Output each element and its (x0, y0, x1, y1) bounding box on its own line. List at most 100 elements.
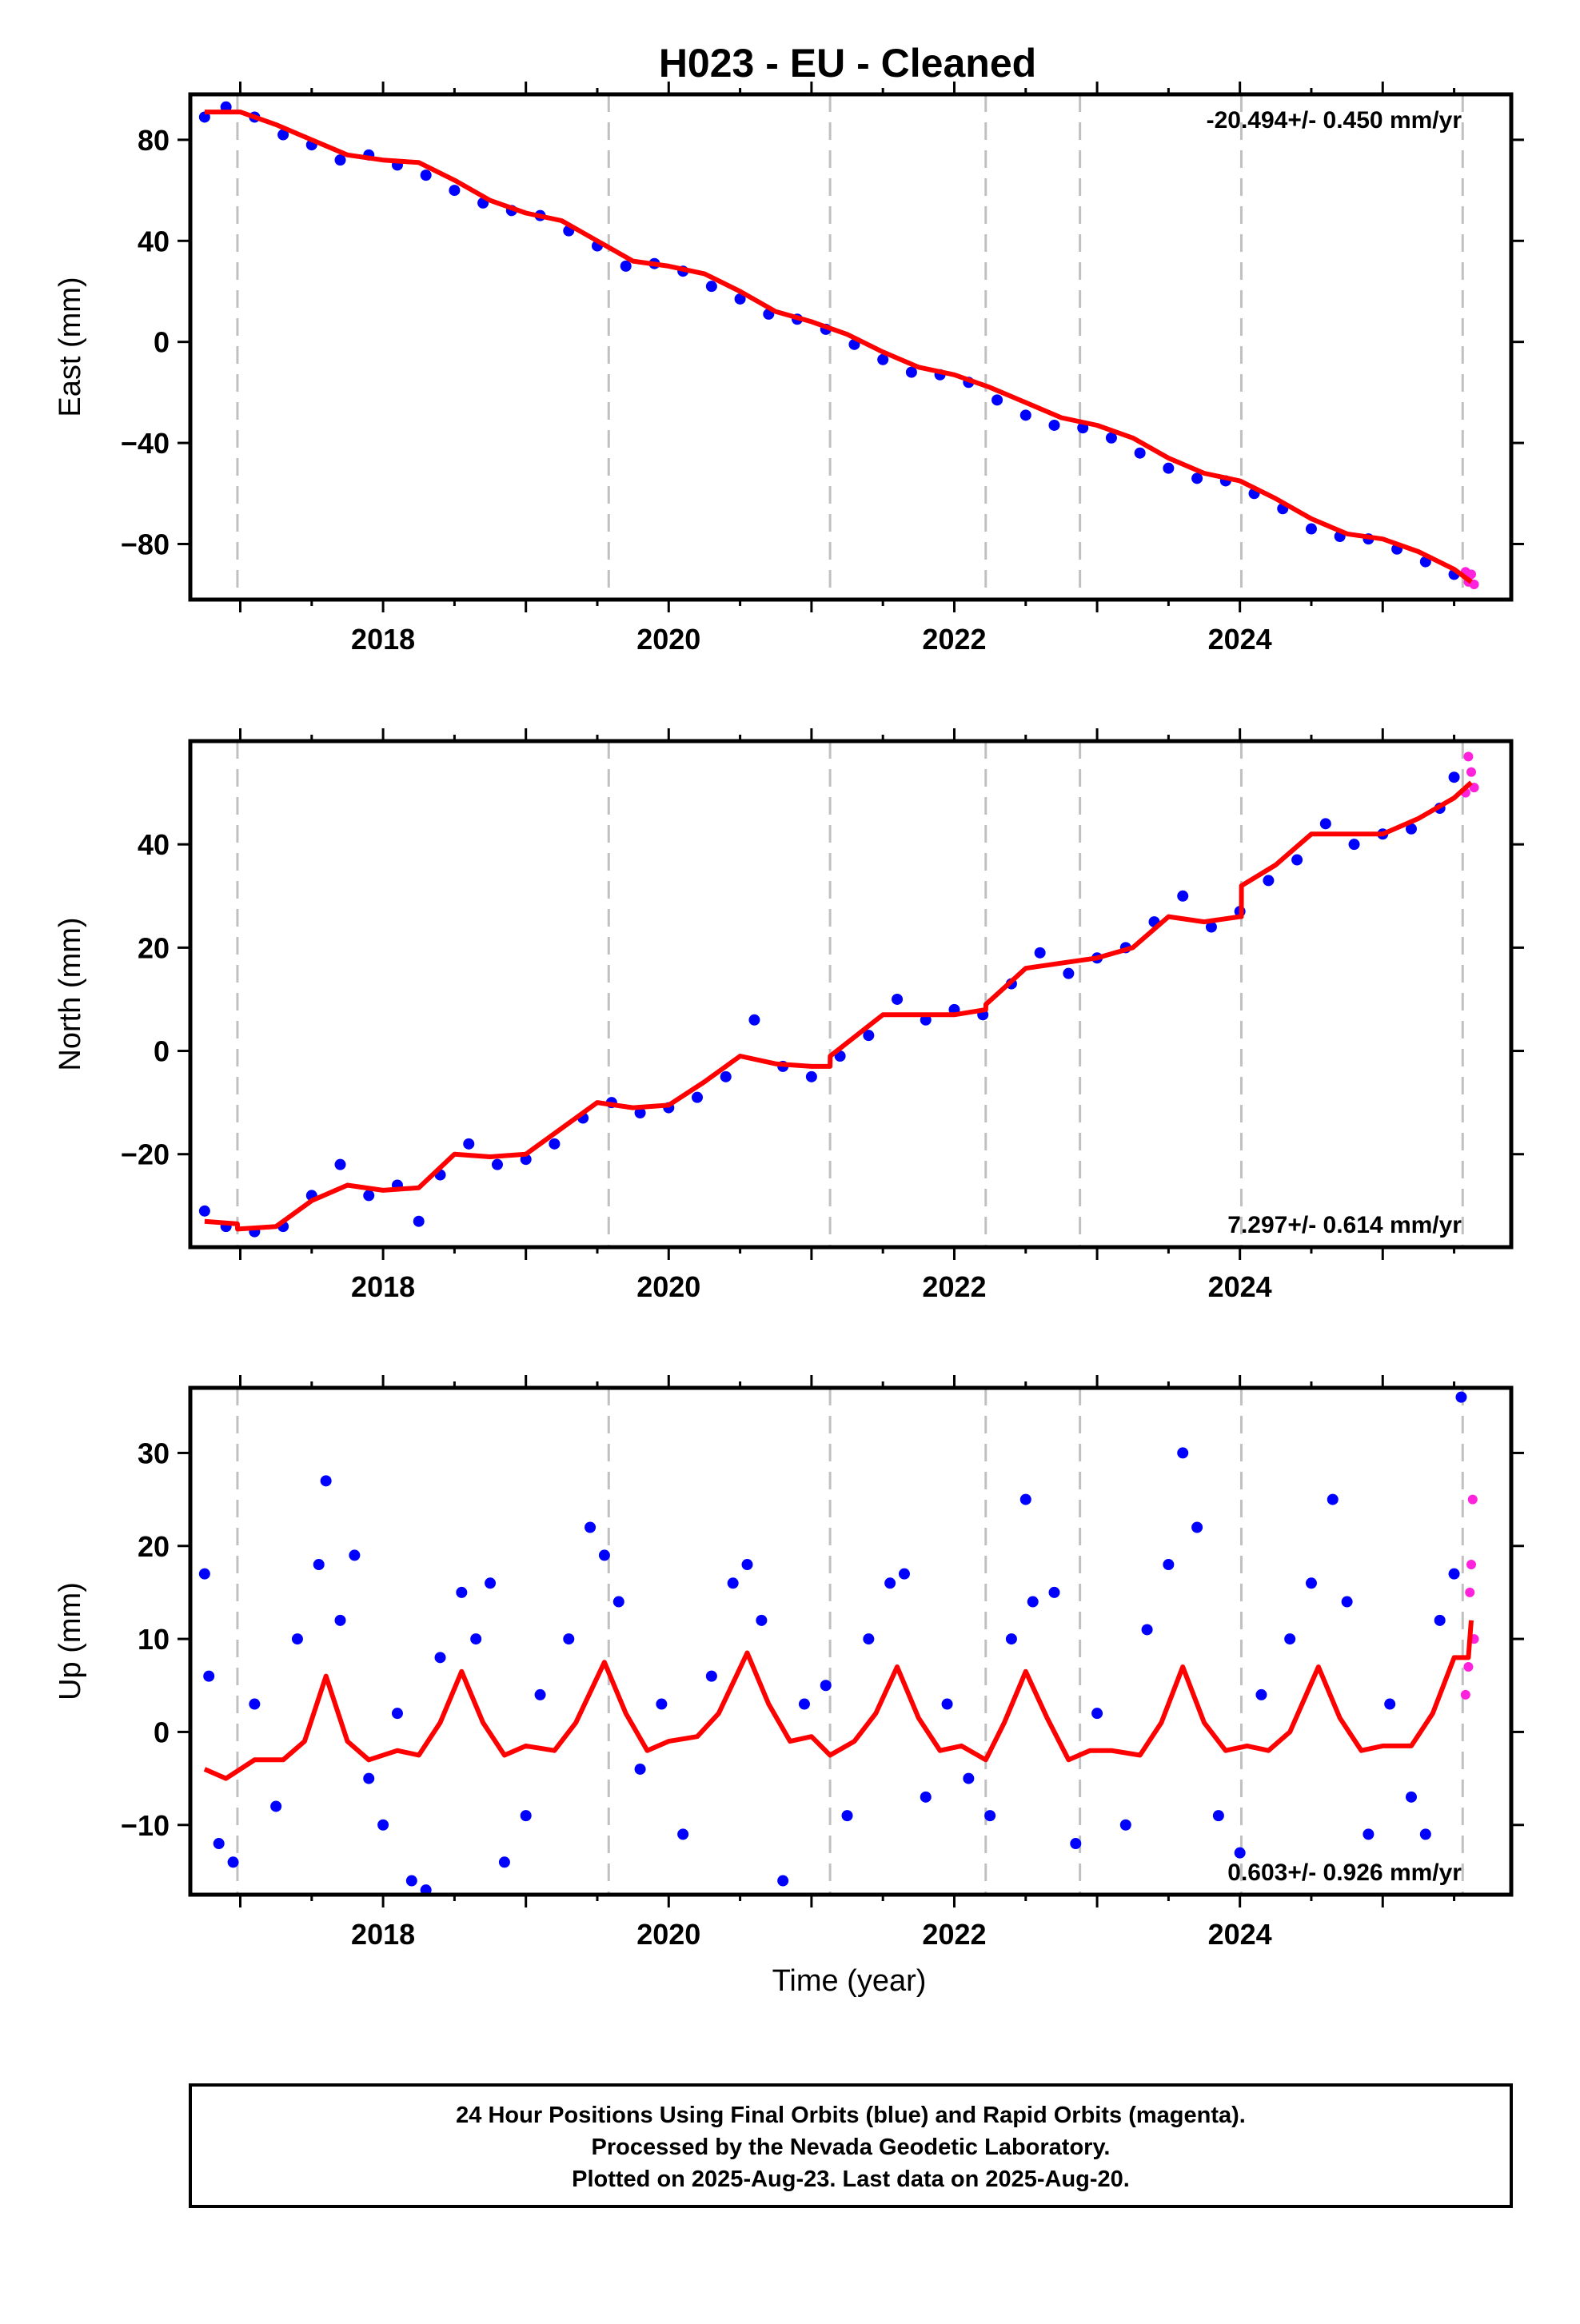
final-orbit-point (1177, 1447, 1189, 1459)
y-tick-label: −40 (121, 427, 170, 460)
final-orbit-point (456, 1586, 468, 1598)
final-orbit-point (1455, 1391, 1467, 1403)
final-orbit-point (1319, 818, 1331, 830)
final-orbit-point (349, 1549, 361, 1561)
final-orbit-point (320, 1475, 332, 1487)
final-orbit-point (705, 281, 717, 293)
final-orbit-point (1205, 921, 1217, 933)
final-orbit-point (941, 1698, 953, 1710)
y-tick-label: 40 (138, 225, 170, 257)
rate-annotation: -20.494+/- 0.450 mm/yr (1207, 107, 1462, 134)
rate-annotation: 7.297+/- 0.614 mm/yr (1227, 1212, 1462, 1238)
final-orbit-point (334, 1158, 346, 1170)
final-orbit-point (1091, 1708, 1103, 1720)
final-orbit-point (984, 1810, 996, 1822)
final-orbit-point (612, 1596, 624, 1608)
final-orbit-point (1119, 1819, 1131, 1831)
final-orbit-point (377, 1819, 389, 1831)
footer-line-1: 24 Hour Positions Using Final Orbits (bl… (456, 2103, 1246, 2128)
final-orbit-point (734, 293, 746, 305)
final-orbit-point (363, 1772, 375, 1784)
y-tick-label: 0 (154, 326, 170, 359)
rapid-orbit-point (1469, 580, 1479, 590)
up-plot-area (198, 1391, 1479, 1895)
final-orbit-point (620, 260, 632, 272)
final-orbit-point (963, 1772, 975, 1784)
x-axis-label: Time (year) (772, 1964, 927, 1998)
final-orbit-point (1305, 523, 1317, 535)
final-orbit-point (213, 1838, 225, 1850)
final-orbit-point (820, 1680, 832, 1692)
y-tick-label: 30 (138, 1437, 170, 1469)
final-orbit-point (1048, 419, 1060, 431)
figure-title: H023 - EU - Cleaned (659, 41, 1036, 86)
final-orbit-point (1434, 1614, 1446, 1626)
final-orbit-point (249, 1698, 261, 1710)
final-orbit-point (634, 1763, 646, 1775)
y-tick-label: 10 (138, 1623, 170, 1656)
final-orbit-point (841, 1810, 853, 1822)
final-orbit-point (748, 1014, 760, 1026)
final-orbit-point (705, 1670, 717, 1682)
final-orbit-point (798, 1698, 810, 1710)
rapid-orbit-point (1463, 751, 1474, 762)
y-axis-label: East (mm) (54, 277, 87, 417)
x-tick-label: 2024 (1208, 1270, 1272, 1303)
y-tick-label: −80 (121, 528, 170, 560)
final-orbit-point (892, 993, 904, 1005)
final-orbit-point (1048, 1586, 1060, 1598)
final-orbit-point (1448, 771, 1460, 783)
x-tick-label: 2022 (922, 1270, 986, 1303)
y-tick-label: −20 (121, 1138, 170, 1171)
final-orbit-point (727, 1577, 739, 1589)
north-panel: 2018 2020 2022 2024 −20 0 20 40 North (mm) 7.297+… (54, 728, 1524, 1303)
final-orbit-point (363, 1190, 375, 1202)
model-fit-line (204, 110, 1473, 584)
final-orbit-point (1070, 1838, 1082, 1850)
x-tick-label: 2020 (636, 1918, 700, 1951)
final-orbit-point (863, 1030, 875, 1042)
panel-frame (188, 92, 1514, 602)
panel-frame (188, 1385, 1514, 1897)
final-orbit-point (198, 1205, 210, 1217)
final-orbit-point (1405, 1791, 1417, 1803)
final-orbit-point (520, 1810, 532, 1822)
final-orbit-point (391, 1708, 403, 1720)
rapid-orbit-point (1463, 1661, 1474, 1672)
y-tick-label: 20 (138, 1530, 170, 1563)
final-orbit-point (198, 1568, 210, 1580)
final-orbit-point (463, 1138, 475, 1150)
final-orbit-point (1284, 1633, 1296, 1645)
final-orbit-point (1191, 1521, 1203, 1533)
final-orbit-point (1363, 1828, 1375, 1840)
final-orbit-point (634, 1107, 646, 1119)
rapid-orbit-series (1460, 567, 1479, 590)
east-plot-area (198, 101, 1479, 590)
x-tick-label: 2024 (1208, 1918, 1272, 1951)
x-tick-label: 2024 (1208, 623, 1272, 656)
footer-frame (189, 2083, 1513, 2208)
final-orbit-point (1305, 1577, 1317, 1589)
x-tick-label: 2018 (351, 623, 415, 656)
final-orbit-point (720, 1070, 732, 1082)
final-orbit-point (656, 1698, 668, 1710)
final-orbit-point (1134, 447, 1146, 459)
final-orbit-point (549, 1138, 561, 1150)
rapid-orbit-point (1466, 569, 1476, 580)
panel-frame (188, 739, 1514, 1250)
y-axis-label: Up (mm) (54, 1582, 87, 1700)
final-orbit-point (470, 1633, 482, 1645)
final-orbit-point (449, 185, 461, 197)
final-orbit-point (498, 1856, 510, 1868)
final-orbit-series (198, 101, 1460, 580)
final-orbit-point (405, 1875, 417, 1887)
final-orbit-point (598, 1549, 610, 1561)
final-orbit-point (1405, 823, 1417, 835)
final-orbit-point (1384, 1698, 1396, 1710)
final-orbit-point (313, 1559, 325, 1571)
rapid-orbit-point (1460, 1689, 1470, 1700)
model-fit-line (204, 780, 1474, 1232)
east-panel: 2018 2020 2022 2024 −80 −40 0 40 80 East (mm) -20.… (54, 82, 1524, 656)
x-tick-label: 2022 (922, 623, 986, 656)
